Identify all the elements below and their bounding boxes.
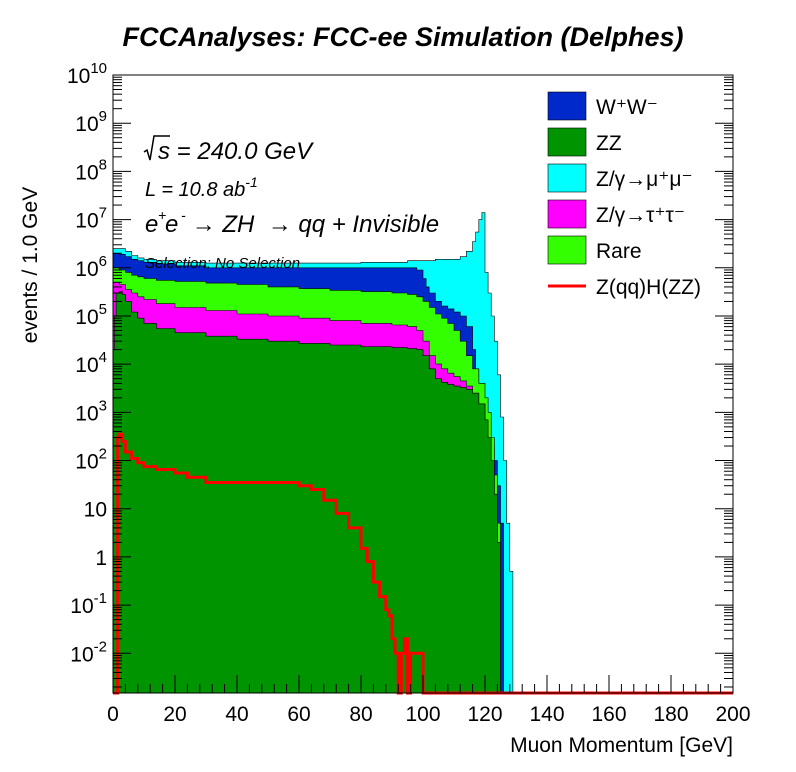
x-tick-label: 20 [163,703,186,726]
electron-minus-sup: - [181,207,186,223]
x-tick-label: 180 [653,703,688,726]
x-tick-label: 40 [225,703,248,726]
legend-label: ZZ [596,132,622,155]
axis-ticks [112,74,734,693]
x-tick-label: 80 [349,703,372,726]
legend-swatch [547,163,587,193]
legend-swatch [547,91,587,121]
legend-label: Z(qq)H(ZZ) [596,276,701,299]
y-tick-label: 107 [75,205,107,233]
y-tick-label: 10-2 [70,638,107,666]
legend-swatch [547,235,587,265]
stacked-histograms [112,212,514,694]
luminosity-annotation: L = 10.8 ab-1 [145,174,258,201]
x-tick-label: 140 [529,703,564,726]
sqrt-symbol [143,135,170,161]
y-tick-label: 104 [75,349,107,377]
y-tick-label: 105 [75,301,107,329]
energy-annotation: s = 240.0 GeV [158,138,314,165]
histogram-zz [112,291,501,694]
legend: W⁺W⁻ ZZ Z/γ→μ⁺μ⁻ Z/γ→τ⁺τ⁻ Rare Z(qq)H(ZZ) [547,91,701,299]
x-tick-labels: 0 20 40 60 80 100 120 140 160 180 200 [107,703,750,726]
x-axis-title: Muon Momentum [GeV] [510,734,733,757]
luminosity-exponent: -1 [245,174,257,190]
legend-label: Z/γ→τ⁺τ⁻ [596,204,685,227]
process-annotation: e e → ZH → qq + Invisible [145,211,439,238]
legend-swatch [547,199,587,229]
y-tick-label: 10 [84,499,107,522]
y-tick-label: 1 [95,547,107,570]
selection-annotation: Selection: No Selection [145,255,300,272]
y-tick-label: 103 [75,397,107,425]
y-tick-labels: 10-2 10-1 1 10 102 103 104 105 106 107 108 109 1010 [67,60,107,666]
x-tick-label: 120 [467,703,502,726]
annotations: s = 240.0 GeV L = 10.8 ab-1 e e → ZH → q… [143,135,439,272]
y-tick-label: 1010 [67,60,107,88]
signal-line [113,432,733,695]
legend-label: W⁺W⁻ [596,96,658,119]
y-tick-label: 109 [75,108,107,136]
y-axis-title: events / 1.0 GeV [19,187,42,343]
legend-swatch [547,127,587,157]
signal-lines [113,432,733,695]
legend-label: Z/γ→μ⁺μ⁻ [596,168,693,191]
luminosity-text: L = 10.8 ab [145,179,245,201]
x-tick-label: 0 [107,703,119,726]
x-tick-label: 160 [591,703,626,726]
x-tick-label: 200 [715,703,750,726]
x-tick-label: 100 [405,703,440,726]
x-tick-label: 60 [287,703,310,726]
chart-title: FCCAnalyses: FCC-ee Simulation (Delphes) [122,22,683,52]
y-tick-label: 102 [75,446,107,474]
legend-label: Rare [596,240,642,263]
y-tick-label: 10-1 [70,590,107,618]
y-tick-label: 108 [75,156,107,184]
y-tick-label: 106 [75,253,107,281]
electron-plus-sup: + [158,207,166,223]
